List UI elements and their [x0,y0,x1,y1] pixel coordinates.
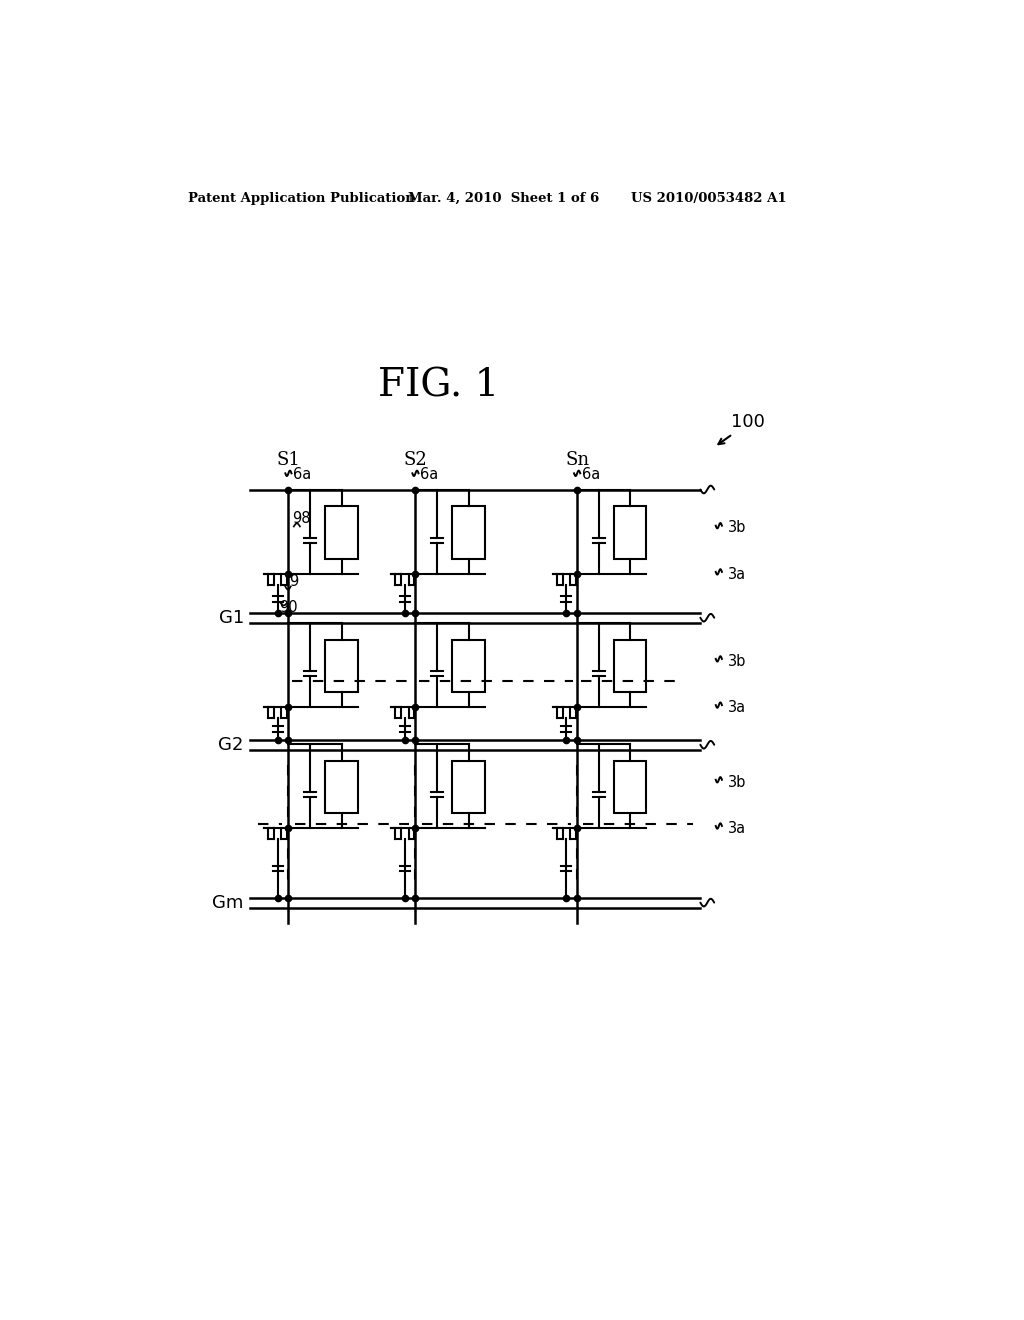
Text: 100: 100 [731,413,765,430]
Bar [326,507,357,558]
Text: Mar. 4, 2010  Sheet 1 of 6: Mar. 4, 2010 Sheet 1 of 6 [408,191,599,205]
Bar [614,760,646,813]
Text: S1: S1 [276,451,300,469]
Bar [326,640,357,692]
Text: 9: 9 [289,574,298,590]
Text: 3a: 3a [728,566,746,582]
Text: FIG. 1: FIG. 1 [378,367,499,404]
Bar [453,507,484,558]
Text: G2: G2 [218,735,244,754]
Text: 3b: 3b [728,520,746,536]
Bar [614,640,646,692]
Text: 6a: 6a [420,467,438,482]
Text: G1: G1 [218,609,244,627]
Text: 6a: 6a [293,467,311,482]
Text: 98: 98 [292,511,310,527]
Bar [614,507,646,558]
Text: 6a: 6a [582,467,600,482]
Text: 3a: 3a [728,821,746,836]
Text: S2: S2 [403,451,427,469]
Text: US 2010/0053482 A1: US 2010/0053482 A1 [631,191,786,205]
Text: Sn: Sn [565,451,589,469]
Bar [453,640,484,692]
Bar [453,760,484,813]
Text: Gm: Gm [212,894,244,912]
Text: 3b: 3b [728,653,746,669]
Text: 3a: 3a [728,700,746,715]
Text: 3b: 3b [728,775,746,789]
Text: Patent Application Publication: Patent Application Publication [188,191,415,205]
Text: 90: 90 [280,601,298,615]
Bar [326,760,357,813]
